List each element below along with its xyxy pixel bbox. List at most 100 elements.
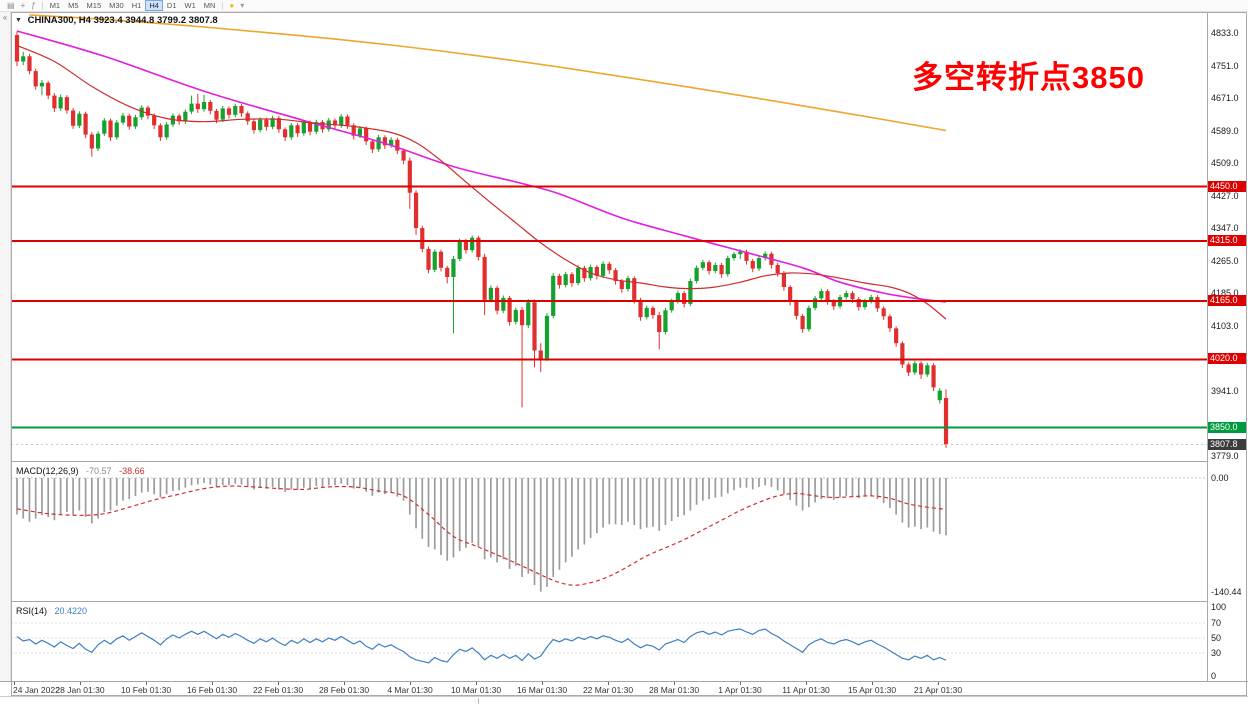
time-axis-label: 28 Feb 01:30: [318, 685, 370, 695]
time-axis-tick: [410, 682, 411, 685]
templates-icon[interactable]: ▾: [240, 0, 245, 10]
chart-title: ▼ CHINA300, H4 3923.4 3944.8 3799.2 3807…: [15, 15, 218, 26]
time-axis-label: 22 Feb 01:30: [252, 685, 304, 695]
indicators-icon[interactable]: ƒ: [31, 0, 36, 10]
macd-axis-label: 0.00: [1211, 473, 1229, 483]
price-axis-label: 4347.0: [1211, 223, 1239, 234]
time-axis-label: 28 Mar 01:30: [648, 685, 700, 695]
time-axis-label: 4 Mar 01:30: [387, 685, 433, 695]
time-axis-label: 10 Feb 01:30: [120, 685, 172, 695]
price-axis-label: 4185.0: [1211, 288, 1239, 299]
panel-splitter[interactable]: [11, 461, 1247, 462]
time-axis-tick: [674, 682, 675, 685]
toolbar-separator: [41, 1, 43, 10]
macd-indicator-label: MACD(12,26,9) -70.57 -38.66: [16, 466, 145, 476]
time-axis-label: 24 Jan 2022: [13, 685, 60, 695]
time-axis-tick: [80, 682, 81, 685]
charts-grid-icon[interactable]: ▤: [7, 0, 15, 10]
timeframe-h4[interactable]: H4: [145, 0, 163, 11]
macd-histogram: [16, 478, 947, 592]
toolbar-right-icons: ● ▾: [226, 1, 247, 11]
time-axis-tick: [872, 682, 873, 685]
rsi-axis-label: 30: [1211, 648, 1222, 658]
symbol-dropdown-icon[interactable]: ▼: [15, 17, 22, 24]
price-axis-label: 4509.0: [1211, 158, 1239, 169]
time-axis-tick: [278, 682, 279, 685]
ma-mid-magenta-line[interactable]: [16, 30, 947, 303]
timeframe-h1[interactable]: H1: [131, 1, 142, 10]
candles-layer: [14, 31, 949, 448]
time-axis-label: 15 Apr 01:30: [847, 685, 897, 695]
time-axis-tick: [14, 682, 15, 685]
time-axis-tick: [542, 682, 543, 685]
price-axis-label: 4265.0: [1211, 255, 1239, 266]
price-axis[interactable]: 4833.0 4751.0 4671.0 4589.0 4509.0 4427.0 4347…: [1207, 12, 1248, 681]
time-axis-tick: [146, 682, 147, 685]
time-axis-label: 16 Mar 01:30: [516, 685, 568, 695]
price-axis-label: 4103.0: [1211, 320, 1239, 331]
time-axis-label: 28 Jan 01:30: [55, 685, 105, 695]
ma-slow-orange-line[interactable]: [29, 14, 947, 132]
timeframe-m30[interactable]: M30: [109, 1, 124, 10]
macd-name: MACD(12,26,9): [16, 466, 79, 476]
macd-axis-label: -140.44: [1211, 586, 1242, 597]
crosshair-icon[interactable]: +: [20, 0, 26, 10]
price-level-badge: 3850.0: [1208, 421, 1246, 433]
time-axis-label: 11 Apr 01:30: [782, 685, 830, 695]
timeframe-d1[interactable]: D1: [166, 1, 177, 10]
rsi-axis-label: 50: [1211, 633, 1222, 643]
price-axis-label: 4589.0: [1211, 125, 1239, 136]
time-axis-label: 1 Apr 01:30: [718, 685, 762, 695]
price-axis-label: 3941.0: [1211, 385, 1239, 396]
marker-icon[interactable]: ●: [229, 0, 235, 10]
rsi-axis-label: 0: [1211, 670, 1217, 681]
toolbar-left-icons: ▤ + ƒ: [4, 1, 39, 11]
rsi-indicator-label: RSI(14) 20.4220: [16, 606, 87, 616]
timeframe-m5[interactable]: M5: [68, 1, 79, 10]
time-axis-tick: [806, 682, 807, 685]
ma-fast-red-line[interactable]: [16, 44, 947, 320]
toolbar: ▤ + ƒ M1 M5 M15 M30 H1 H4 D1 W1 MN ● ▾: [0, 0, 1248, 12]
price-level-badge: 4315.0: [1208, 234, 1246, 246]
price-level-badge: 4020.0: [1208, 353, 1246, 365]
rsi-pane-svg[interactable]: [11, 603, 1207, 681]
time-axis-tick: [938, 682, 939, 685]
timeframe-toolbar: M1 M5 M15 M30 H1 H4 D1 W1 MN: [46, 0, 220, 11]
price-axis-label: 4833.0: [1211, 28, 1239, 38]
time-axis-label: 10 Mar 01:30: [450, 685, 502, 695]
chart-title-text: CHINA300, H4 3923.4 3944.8 3799.2 3807.8: [27, 15, 218, 26]
panel-splitter[interactable]: [11, 601, 1247, 602]
price-level-badge: 4450.0: [1208, 180, 1246, 192]
collapse-panel-icon[interactable]: «: [2, 13, 8, 22]
toolbar-separator: [222, 1, 224, 10]
timeframe-m1[interactable]: M1: [49, 1, 61, 10]
rsi-axis-label: 100: [1211, 602, 1227, 612]
time-axis[interactable]: 24 Jan 2022 28 Jan 01:30 10 Feb 01:30 16 Fe…: [0, 681, 1248, 696]
scroll-strip-divider: [478, 698, 479, 704]
time-axis-tick: [608, 682, 609, 685]
current-price-badge: 3807.8: [1208, 439, 1246, 451]
timeframe-w1[interactable]: W1: [184, 1, 196, 10]
price-axis-label: 4427.0: [1211, 190, 1239, 201]
left-sidebar-strip[interactable]: «: [0, 12, 11, 696]
time-axis-label: 21 Apr 01:30: [913, 685, 963, 695]
time-axis-label: 22 Mar 01:30: [582, 685, 634, 695]
macd-pane-svg[interactable]: [11, 463, 1207, 601]
macd-signal-line: [16, 485, 947, 586]
price-chart-svg[interactable]: [11, 12, 1207, 461]
price-axis-label: 4671.0: [1211, 93, 1239, 103]
price-axis-label: 3779.0: [1211, 451, 1239, 461]
rsi-value: 20.4220: [54, 606, 88, 616]
price-axis-label: 4751.0: [1211, 60, 1239, 71]
macd-main-value: -70.57: [86, 466, 112, 476]
time-axis-tick: [476, 682, 477, 685]
rsi-name: RSI(14): [16, 606, 48, 616]
bottom-scroll-strip[interactable]: [0, 696, 1248, 704]
rsi-line: [16, 628, 947, 664]
timeframe-mn[interactable]: MN: [203, 1, 216, 10]
price-level-badge: 4165.0: [1208, 295, 1246, 307]
timeframe-m15[interactable]: M15: [86, 1, 102, 10]
rsi-axis-label: 70: [1211, 618, 1222, 628]
time-axis-tick: [212, 682, 213, 685]
macd-signal-value: -38.66: [119, 466, 145, 476]
